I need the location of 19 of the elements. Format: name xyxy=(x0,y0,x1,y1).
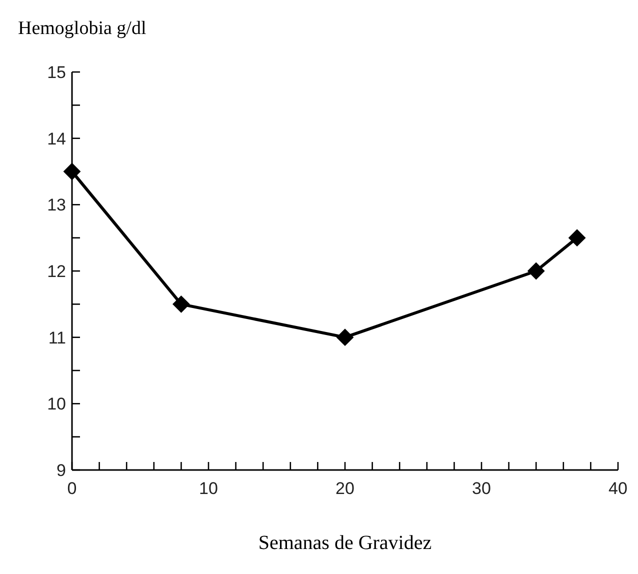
y-tick-label: 13 xyxy=(47,196,66,215)
x-tick-label: 20 xyxy=(336,479,354,498)
x-tick-label: 30 xyxy=(472,479,491,498)
point xyxy=(568,229,586,246)
point xyxy=(172,296,190,313)
point xyxy=(64,163,80,180)
point xyxy=(336,328,354,346)
y-tick-label: 9 xyxy=(56,461,66,480)
x-tick-label: 0 xyxy=(67,479,77,498)
y-axis-title: Hemoglobia g/dl xyxy=(18,18,146,40)
y-tick-label: 15 xyxy=(47,63,66,82)
point xyxy=(528,262,545,280)
x-tick-label: 40 xyxy=(608,479,628,498)
y-tick-label: 10 xyxy=(47,394,66,414)
x-axis-title: Semanas de Gravidez xyxy=(257,532,433,555)
y-tick-label: 11 xyxy=(48,328,66,348)
y-tick-label: 14 xyxy=(47,129,66,148)
x-tick-label: 10 xyxy=(199,479,218,498)
y-tick-label: 12 xyxy=(47,262,66,282)
